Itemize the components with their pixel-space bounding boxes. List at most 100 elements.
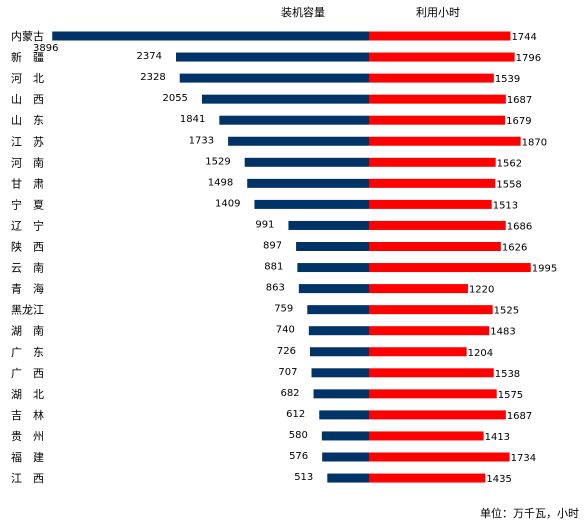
hours-value-label: 1734: [511, 453, 536, 464]
capacity-value-label: 740: [276, 325, 295, 336]
capacity-value-label: 707: [278, 367, 297, 378]
hours-bar: [369, 263, 531, 273]
hours-bar: [369, 347, 467, 357]
capacity-bar: [201, 94, 369, 104]
capacity-bar: [288, 220, 369, 230]
hours-bar: [369, 136, 521, 146]
hours-bar: [369, 452, 510, 462]
hours-bar: [369, 31, 511, 41]
hours-value-label: 1796: [516, 53, 541, 64]
capacity-bar: [298, 284, 369, 294]
capacity-value-label: 991: [255, 219, 274, 230]
capacity-bar: [297, 263, 369, 273]
capacity-value-label: 759: [274, 304, 293, 315]
hours-bar: [369, 305, 493, 315]
capacity-value-label: 2055: [162, 93, 187, 104]
province-label: 贵 州: [11, 430, 44, 443]
hours-bar: [369, 220, 506, 230]
capacity-bar: [321, 431, 369, 441]
hours-bar: [369, 368, 494, 378]
capacity-bar: [313, 389, 369, 399]
hours-value-label: 1686: [507, 221, 532, 232]
province-label: 福 建: [11, 450, 44, 464]
hours-bar: [369, 178, 496, 188]
province-label: 广 东: [11, 346, 44, 359]
province-label: 青 海: [11, 282, 44, 296]
province-label: 黑龙江: [11, 304, 44, 317]
province-label: 山 西: [11, 93, 44, 106]
capacity-value-label: 726: [277, 346, 296, 357]
hours-bar: [369, 326, 490, 336]
hours-bar: [369, 94, 506, 104]
capacity-bar: [319, 410, 369, 420]
province-label: 湖 北: [11, 388, 44, 401]
hours-bar: [369, 199, 492, 209]
hours-value-label: 1575: [498, 390, 523, 401]
hours-bar: [369, 410, 506, 420]
capacity-value-label: 863: [266, 283, 285, 294]
hours-bar: [369, 431, 484, 441]
capacity-value-label: 2374: [137, 51, 162, 62]
hours-value-label: 1626: [502, 243, 527, 254]
province-label: 陕 西: [11, 240, 44, 254]
hours-value-label: 1204: [468, 348, 493, 359]
capacity-bar: [307, 305, 369, 315]
capacity-bar: [327, 473, 369, 483]
hours-bar: [369, 284, 468, 294]
hours-value-label: 1679: [506, 116, 531, 127]
province-label: 山 东: [11, 114, 44, 127]
province-label: 湖 南: [11, 325, 44, 338]
hours-value-label: 1870: [522, 137, 547, 148]
capacity-bar: [322, 452, 369, 462]
capacity-bar: [254, 199, 369, 209]
hours-bar: [369, 52, 515, 62]
province-label: 河 北: [11, 72, 44, 85]
hours-value-label: 1558: [496, 179, 521, 190]
province-label: 云 南: [11, 262, 44, 275]
province-label: 内蒙古: [11, 29, 44, 43]
capacity-value-label: 682: [280, 388, 299, 399]
province-label: 新 疆: [11, 50, 44, 64]
capacity-value-label: 3896: [33, 43, 58, 54]
hours-value-label: 1687: [507, 411, 532, 422]
legend-hours: 利用小时: [416, 6, 460, 19]
capacity-value-label: 1841: [180, 114, 205, 125]
hours-value-label: 1220: [469, 285, 494, 296]
hours-value-label: 1525: [494, 306, 519, 317]
unit-note: 单位：万千瓦，小时: [480, 506, 579, 520]
capacity-bar: [52, 31, 370, 41]
hours-bar: [369, 157, 496, 167]
hours-bar: [369, 389, 497, 399]
capacity-value-label: 1529: [205, 156, 230, 167]
capacity-bar: [309, 347, 369, 357]
hours-value-label: 1562: [497, 158, 522, 169]
capacity-value-label: 612: [286, 409, 305, 420]
legend-capacity: 装机容量: [281, 5, 325, 19]
province-label: 河 南: [11, 156, 44, 169]
hours-value-label: 1413: [485, 432, 510, 443]
capacity-value-label: 513: [294, 472, 313, 483]
province-label: 宁 夏: [11, 197, 44, 211]
province-label: 江 西: [11, 472, 44, 485]
capacity-bar: [308, 326, 369, 336]
hours-value-label: 1483: [490, 327, 515, 338]
province-label: 江 苏: [11, 135, 44, 148]
hours-value-label: 1538: [495, 369, 520, 380]
hours-bar: [369, 473, 486, 483]
hours-bar: [369, 115, 506, 125]
hours-bar: [369, 242, 501, 251]
capacity-bar: [311, 368, 369, 378]
capacity-bar: [175, 52, 369, 62]
capacity-bar: [247, 178, 369, 188]
capacity-bar: [228, 136, 369, 146]
province-label: 辽 宁: [11, 218, 44, 232]
capacity-value-label: 881: [264, 262, 283, 273]
hours-value-label: 1687: [507, 95, 532, 106]
capacity-bar: [179, 73, 369, 83]
province-label: 甘 肃: [11, 177, 44, 190]
hours-value-label: 1513: [493, 200, 518, 211]
capacity-bar: [219, 115, 369, 125]
province-label: 广 西: [11, 367, 44, 380]
